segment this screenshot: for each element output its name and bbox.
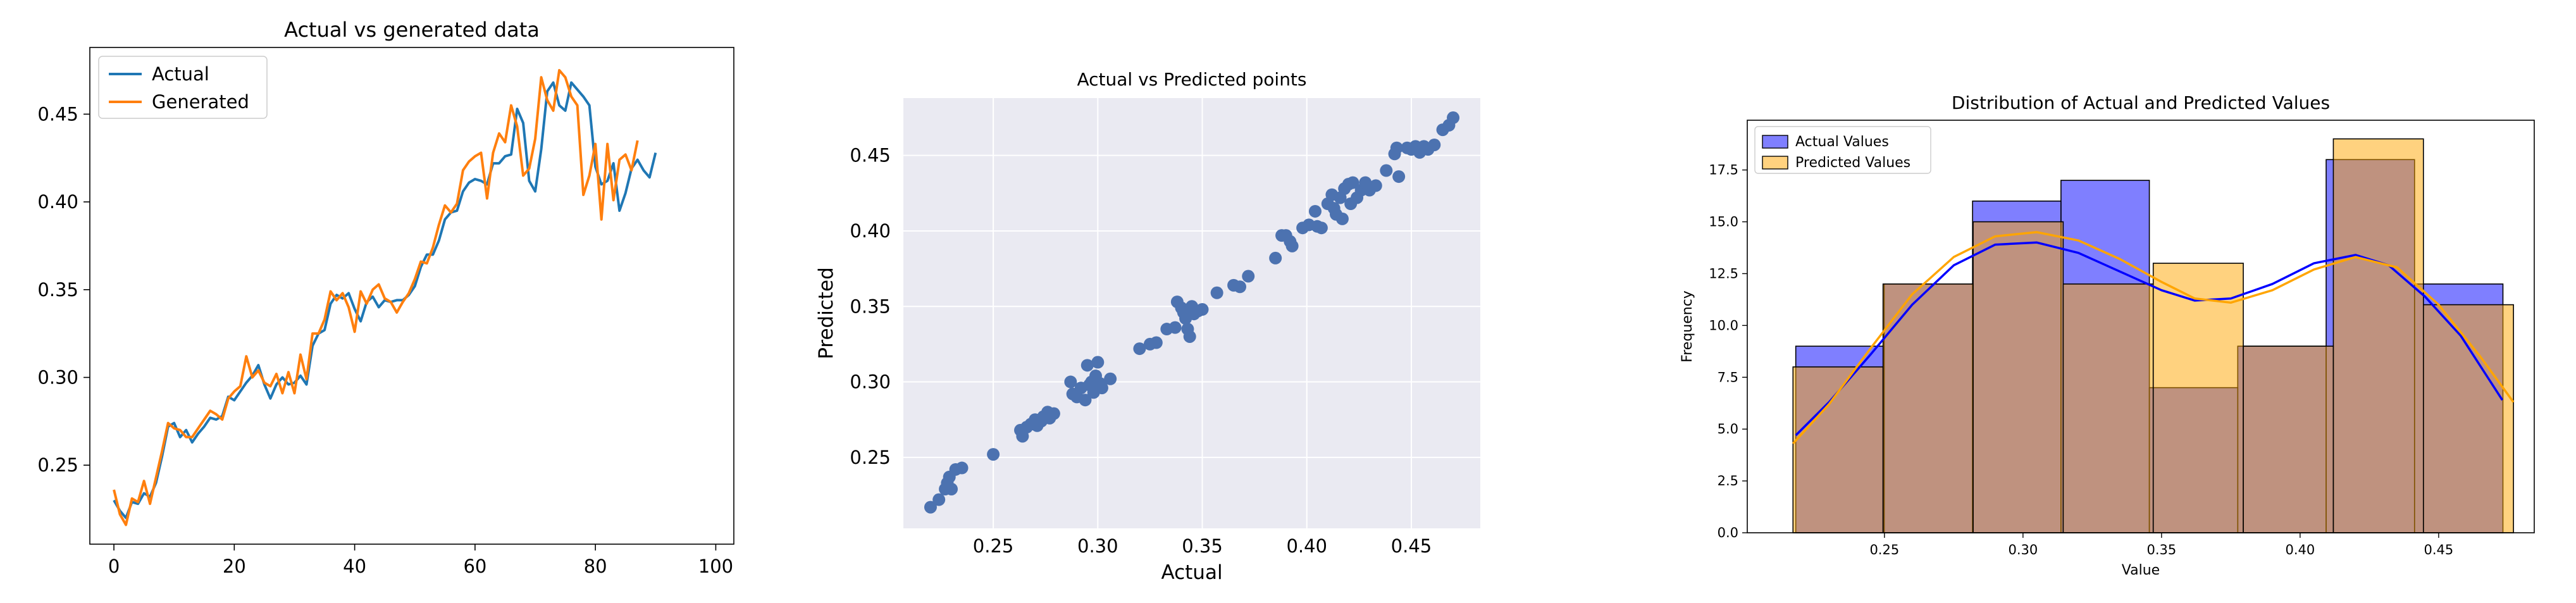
x-tick-label: 60 [463, 556, 486, 577]
legend-label: Predicted Values [1795, 155, 1910, 171]
scatter-chart: Actual vs Predicted points 0.25 0.30 0.35 0.… [815, 69, 1480, 584]
scatter-point [1308, 204, 1322, 218]
y-tick-label: 0.35 [850, 295, 891, 317]
y-axis-label: Frequency [1680, 290, 1695, 363]
y-tick-label: 0.45 [850, 145, 891, 166]
scatter-point [955, 461, 969, 475]
line-chart: Actual vs generated data 0 20 40 60 80 100 0.25… [37, 18, 734, 577]
y-tick-label: 0.25 [850, 447, 891, 468]
scatter-point [1392, 170, 1406, 183]
scatter-point [1183, 330, 1196, 343]
scatter-point [1315, 221, 1328, 235]
histogram-bar-predicted [1792, 366, 1884, 533]
legend: Actual Values Predicted Values [1754, 126, 1931, 174]
histogram-bar-predicted [2332, 138, 2424, 533]
y-tick-label: 0.30 [37, 366, 78, 388]
scatter-point [1091, 356, 1105, 369]
x-tick-label: 0.40 [2285, 542, 2315, 557]
series-line-generated [113, 69, 639, 526]
histogram-bar-predicted [1882, 283, 1974, 533]
y-tick-label: 0.40 [850, 220, 891, 242]
y-tick-label: 0.0 [1718, 525, 1738, 540]
x-tick-label: 0.35 [1182, 535, 1223, 557]
chart-title: Distribution of Actual and Predicted Val… [1952, 92, 2330, 113]
x-axis-label: Value [2122, 563, 2160, 578]
x-tick-label: 0.30 [2008, 542, 2038, 557]
scatter-point [1285, 239, 1299, 252]
y-tick-label: 17.5 [1709, 163, 1738, 178]
histogram-chart: Distribution of Actual and Predicted Val… [1680, 92, 2535, 578]
x-tick-label: 80 [584, 556, 607, 577]
scatter-point [1149, 336, 1163, 349]
histogram-bar-predicted [2422, 304, 2514, 533]
plot-frame [1747, 120, 2535, 533]
scatter-point [932, 493, 946, 506]
y-tick-label: 10.0 [1709, 318, 1738, 333]
legend-swatch [1762, 135, 1788, 149]
x-tick-label: 0 [108, 556, 120, 577]
histogram-bar-predicted [1972, 221, 2064, 533]
x-tick-label: 0.45 [2424, 542, 2453, 557]
scatter-point [1234, 280, 1246, 294]
x-axis-label: Actual [1161, 561, 1222, 584]
histogram-bar-predicted [2062, 283, 2154, 533]
scatter-point [1335, 212, 1349, 225]
y-tick-label: 15.0 [1709, 214, 1738, 230]
x-tick-label: 0.25 [1869, 542, 1899, 557]
chart-title: Actual vs generated data [284, 18, 540, 42]
chart-title: Actual vs Predicted points [1077, 69, 1306, 90]
x-tick-label: 0.40 [1286, 535, 1327, 557]
scatter-point [987, 448, 1000, 461]
legend-label: Actual Values [1795, 134, 1889, 150]
scatter-point [1081, 359, 1094, 372]
y-tick-label: 0.30 [850, 371, 891, 393]
scatter-point [945, 482, 958, 495]
scatter-point [1133, 342, 1146, 356]
y-tick-label: 0.35 [37, 279, 78, 301]
scatter-point [1242, 270, 1255, 283]
scatter-point [1447, 111, 1460, 125]
scatter-point [1390, 141, 1403, 154]
series-line-actual [113, 81, 657, 519]
kde-line-predicted [1792, 231, 2515, 445]
scatter-point [1104, 372, 1117, 385]
y-tick-label: 0.45 [37, 103, 78, 125]
scatter-point [1369, 179, 1382, 192]
legend-swatch [1762, 156, 1788, 170]
x-tick-label: 100 [698, 556, 733, 577]
scatter-point [1210, 286, 1223, 299]
x-tick-label: 20 [223, 556, 246, 577]
legend-box [1754, 126, 1931, 174]
x-tick-label: 40 [343, 556, 366, 577]
scatter-point [1047, 407, 1060, 420]
y-tick-label: 0.25 [37, 454, 78, 476]
scatter-point [924, 500, 937, 514]
x-tick-label: 0.30 [1077, 535, 1118, 557]
scatter-point [1196, 303, 1209, 316]
scatter-point [1064, 375, 1077, 389]
scatter-point [1168, 321, 1182, 334]
scatter-point [1346, 176, 1359, 189]
legend: Actual Generated [98, 56, 268, 119]
histogram-bar-predicted [2243, 345, 2334, 533]
y-tick-label: 2.5 [1718, 473, 1738, 488]
x-tick-label: 0.35 [2146, 542, 2176, 557]
y-tick-label: 7.5 [1718, 370, 1738, 385]
legend-label: Generated [152, 91, 249, 113]
scatter-point [1095, 382, 1108, 395]
scatter-point [1079, 394, 1092, 407]
y-tick-label: 0.40 [37, 191, 78, 213]
legend-label: Actual [152, 63, 209, 85]
histogram-bar-predicted [2152, 263, 2244, 533]
y-tick-label: 5.0 [1718, 421, 1738, 437]
scatter-point [1380, 164, 1393, 177]
y-tick-label: 12.5 [1709, 266, 1738, 281]
scatter-point [1269, 251, 1282, 264]
plot-frame [89, 47, 734, 545]
y-axis-label: Predicted [815, 267, 838, 359]
x-tick-label: 0.45 [1391, 535, 1432, 557]
scatter-point [1428, 138, 1441, 151]
x-tick-label: 0.25 [973, 535, 1014, 557]
